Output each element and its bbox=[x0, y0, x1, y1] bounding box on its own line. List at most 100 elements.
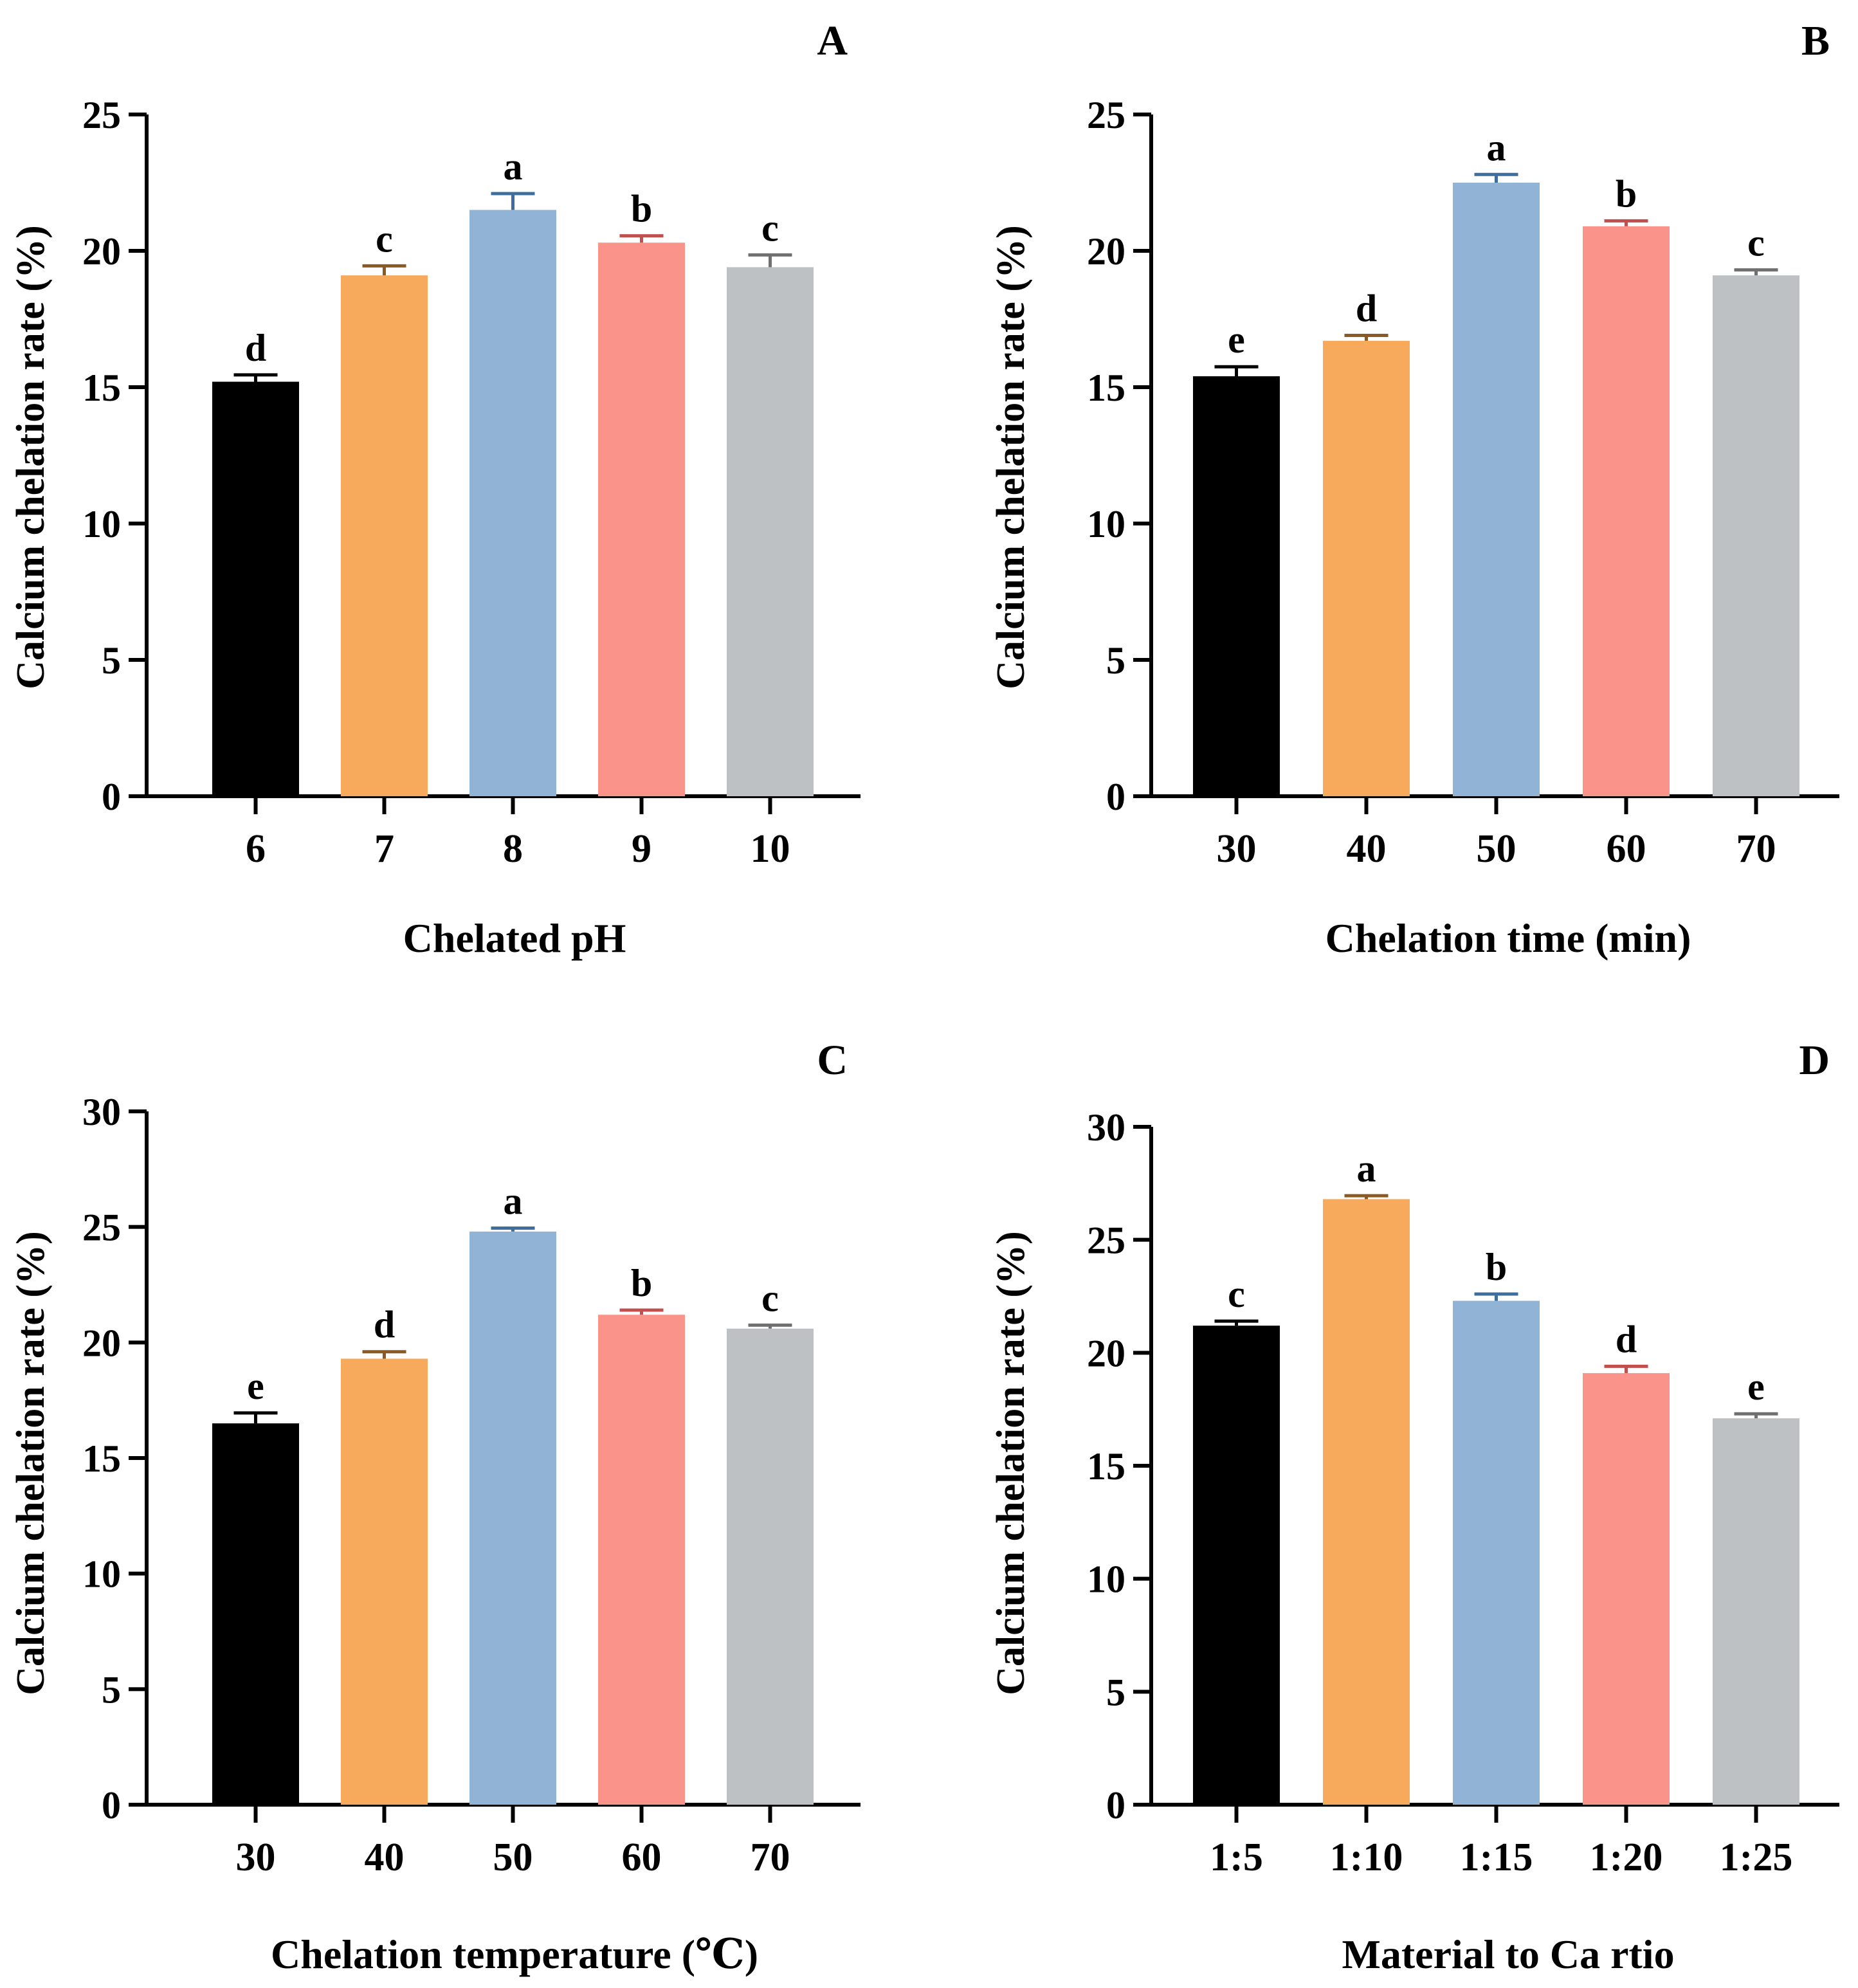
x-tick-label: 40 bbox=[1347, 827, 1387, 871]
y-tick-label: 15 bbox=[82, 1437, 121, 1480]
x-tick-label: 50 bbox=[493, 1836, 533, 1879]
x-tick-label: 60 bbox=[622, 1836, 662, 1879]
significance-letter: c bbox=[1747, 222, 1765, 264]
significance-letter: d bbox=[1356, 287, 1377, 329]
y-tick-label: 5 bbox=[102, 1668, 121, 1711]
x-axis-label: Material to Ca rtio bbox=[1342, 1931, 1674, 1977]
bar bbox=[727, 1328, 814, 1805]
bar bbox=[1453, 183, 1540, 796]
x-axis-label: Chelation temperature (℃) bbox=[271, 1931, 758, 1977]
panel-letter: A bbox=[817, 17, 848, 64]
bar bbox=[598, 242, 685, 796]
bar bbox=[1713, 1418, 1799, 1805]
bar bbox=[1193, 1326, 1280, 1805]
x-axis-label: Chelated pH bbox=[403, 915, 626, 961]
panel-letter: C bbox=[817, 1037, 848, 1084]
significance-letter: a bbox=[1487, 126, 1506, 169]
y-tick-label: 25 bbox=[82, 94, 121, 136]
y-tick-label: 25 bbox=[1087, 1219, 1125, 1262]
significance-letter: b bbox=[631, 1262, 652, 1304]
significance-letter: d bbox=[245, 327, 266, 369]
bar bbox=[598, 1315, 685, 1805]
x-tick-label: 30 bbox=[236, 1836, 276, 1879]
x-tick-label: 9 bbox=[632, 827, 651, 871]
bar bbox=[469, 210, 556, 796]
bar bbox=[212, 1423, 299, 1805]
y-tick-label: 20 bbox=[1087, 230, 1125, 273]
panel-b: B Calcium chelation rate (%) Chelation t… bbox=[989, 17, 1839, 961]
x-tick-label: 6 bbox=[246, 827, 266, 871]
y-tick-label: 10 bbox=[1087, 503, 1125, 545]
bar bbox=[341, 275, 428, 796]
significance-letter: c bbox=[761, 1277, 779, 1319]
bar bbox=[212, 381, 299, 796]
y-tick-label: 15 bbox=[1087, 367, 1125, 409]
panel-letter: B bbox=[1801, 17, 1830, 64]
x-tick-label: 8 bbox=[503, 827, 523, 871]
y-axis-label: Calcium chelation rate (%) bbox=[989, 1231, 1033, 1695]
y-tick-label: 20 bbox=[82, 1322, 121, 1364]
y-tick-label: 15 bbox=[82, 367, 121, 409]
bar bbox=[1713, 275, 1799, 796]
y-tick-label: 25 bbox=[1087, 94, 1125, 136]
bar bbox=[1323, 1199, 1410, 1805]
x-tick-label: 1:5 bbox=[1210, 1836, 1263, 1879]
bar bbox=[1193, 376, 1280, 796]
y-tick-label: 10 bbox=[1087, 1558, 1125, 1601]
x-tick-label: 1:25 bbox=[1720, 1836, 1793, 1879]
significance-letter: e bbox=[247, 1365, 264, 1407]
x-tick-label: 40 bbox=[365, 1836, 405, 1879]
bar bbox=[1583, 226, 1670, 797]
panel-letter: D bbox=[1799, 1037, 1830, 1084]
y-axis-label: Calcium chelation rate (%) bbox=[9, 225, 53, 689]
y-tick-label: 5 bbox=[102, 639, 121, 682]
significance-letter: b bbox=[1486, 1246, 1507, 1288]
y-tick-label: 5 bbox=[1106, 1671, 1125, 1713]
significance-letter: b bbox=[631, 188, 652, 230]
y-tick-label: 0 bbox=[1106, 1784, 1125, 1827]
y-tick-label: 25 bbox=[82, 1207, 121, 1249]
y-axis-label: Calcium chelation rate (%) bbox=[989, 225, 1033, 689]
bar bbox=[727, 267, 814, 796]
bar bbox=[469, 1231, 556, 1805]
y-tick-label: 20 bbox=[82, 230, 121, 273]
y-tick-label: 0 bbox=[102, 1784, 121, 1827]
y-tick-label: 0 bbox=[1106, 776, 1125, 818]
significance-letter: c bbox=[1228, 1273, 1245, 1315]
y-tick-label: 15 bbox=[1087, 1445, 1125, 1488]
x-tick-label: 70 bbox=[1736, 827, 1776, 871]
significance-letter: a bbox=[504, 145, 523, 188]
x-axis-label: Chelation time (min) bbox=[1325, 915, 1691, 961]
panel-c: C Calcium chelation rate (%) Chelation t… bbox=[9, 1037, 861, 1977]
x-tick-label: 1:10 bbox=[1330, 1836, 1403, 1879]
x-tick-label: 60 bbox=[1607, 827, 1646, 871]
x-tick-label: 1:15 bbox=[1460, 1836, 1533, 1879]
bar bbox=[1453, 1300, 1540, 1805]
y-tick-label: 10 bbox=[82, 503, 121, 545]
significance-letter: c bbox=[376, 217, 393, 260]
panel-d: D Calcium chelation rate (%) Material to… bbox=[989, 1037, 1839, 1977]
x-tick-label: 7 bbox=[374, 827, 394, 871]
x-tick-label: 10 bbox=[751, 827, 790, 871]
panel-a: A Calcium chelation rate (%) Chelated pH… bbox=[9, 17, 861, 961]
significance-letter: b bbox=[1616, 172, 1637, 215]
significance-letter: e bbox=[1228, 318, 1245, 361]
y-axis-label: Calcium chelation rate (%) bbox=[9, 1231, 53, 1695]
y-tick-label: 0 bbox=[102, 776, 121, 818]
significance-letter: d bbox=[374, 1304, 395, 1346]
significance-letter: e bbox=[1747, 1365, 1765, 1408]
x-tick-label: 50 bbox=[1477, 827, 1516, 871]
y-tick-label: 30 bbox=[1087, 1106, 1125, 1149]
x-tick-label: 30 bbox=[1217, 827, 1257, 871]
significance-letter: d bbox=[1616, 1318, 1637, 1360]
significance-letter: a bbox=[504, 1180, 523, 1222]
bar bbox=[1583, 1372, 1670, 1805]
bar bbox=[341, 1358, 428, 1805]
y-tick-label: 5 bbox=[1106, 639, 1125, 682]
significance-letter: c bbox=[761, 206, 779, 249]
y-tick-label: 10 bbox=[82, 1553, 121, 1596]
significance-letter: a bbox=[1357, 1147, 1376, 1190]
y-tick-label: 20 bbox=[1087, 1332, 1125, 1374]
